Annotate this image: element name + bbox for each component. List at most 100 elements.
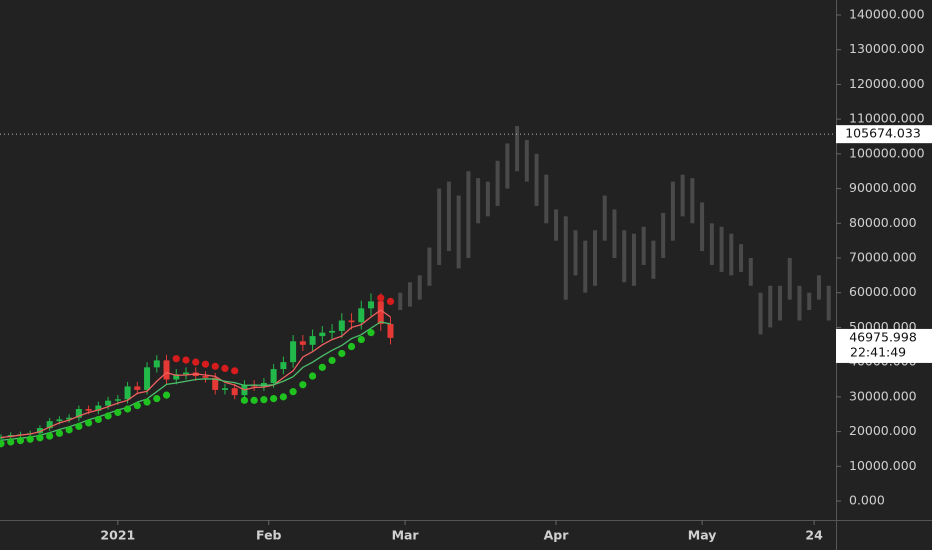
candle-body	[212, 377, 219, 390]
projection-bar	[563, 216, 568, 300]
sar-dot	[46, 432, 54, 440]
y-tick-label: 20000.000	[849, 423, 917, 438]
price-line-label: 105674.033	[845, 126, 921, 141]
sar-dot	[240, 396, 249, 404]
projection-bar	[680, 174, 685, 217]
projection-bar	[505, 143, 510, 189]
candle-body	[231, 388, 238, 396]
last-price-box	[836, 328, 932, 363]
candle-body	[221, 388, 228, 390]
sar-dot	[318, 363, 326, 371]
projection-bar	[661, 212, 666, 259]
projection-bar	[485, 181, 490, 217]
x-tick-label: Apr	[544, 528, 570, 543]
countdown-label: 22:41:49	[850, 344, 906, 359]
projection-bar	[816, 275, 821, 300]
candle-body	[260, 382, 267, 387]
candle-body	[358, 308, 365, 323]
candle-body	[270, 369, 277, 383]
sar-dot	[0, 440, 5, 448]
projection-bar	[778, 285, 783, 321]
candle-body	[144, 367, 151, 390]
candle-body	[182, 372, 189, 375]
y-tick-label: 130000.000	[849, 41, 925, 56]
sar-dot	[123, 405, 132, 413]
sar-dot	[26, 435, 34, 443]
projection-bar	[583, 240, 588, 293]
y-tick-label: 90000.000	[849, 180, 917, 195]
sar-dot	[377, 294, 385, 302]
sar-dot	[221, 364, 229, 372]
sar-dot	[328, 356, 336, 365]
candle-body	[56, 419, 63, 422]
y-tick-label: 10000.000	[849, 458, 917, 473]
projection-bar	[466, 171, 471, 259]
sar-dot	[104, 412, 112, 420]
sar-dot	[250, 396, 258, 404]
sar-dot	[172, 355, 180, 363]
candle-body	[105, 400, 112, 406]
candle-body	[46, 421, 53, 429]
sar-dot	[16, 437, 25, 445]
candle-body	[387, 323, 394, 338]
sar-dot	[85, 419, 93, 427]
sar-dot	[289, 388, 297, 396]
projection-bar	[690, 178, 695, 224]
y-tick-label: 140000.000	[849, 6, 925, 21]
projection-bar	[417, 275, 422, 300]
x-tick-label: Feb	[256, 528, 282, 543]
projection-bar	[700, 202, 705, 252]
projection-bar	[524, 139, 529, 182]
candle-body	[153, 360, 160, 368]
projection-bar	[631, 233, 636, 286]
y-tick-label: 80000.000	[849, 215, 917, 230]
candle-body	[377, 301, 384, 324]
projection-bar	[544, 174, 549, 224]
candle-body	[85, 409, 92, 411]
projection-bar	[573, 230, 578, 276]
sar-dot	[114, 408, 122, 417]
y-tick-label: 120000.000	[849, 76, 925, 91]
projection-bar	[729, 233, 734, 276]
candle-body	[36, 428, 43, 434]
projection-bar	[641, 226, 646, 265]
last-price-label: 46975.998	[849, 329, 917, 344]
projection-bar	[398, 292, 403, 311]
sar-dot	[75, 422, 83, 430]
x-tick-label: 2021	[100, 528, 135, 543]
candle-body	[124, 386, 131, 400]
projection-bar	[407, 282, 412, 307]
projection-bar	[437, 188, 442, 265]
projection-bar	[807, 292, 812, 311]
projection-bar	[554, 209, 559, 241]
sar-dot	[94, 415, 102, 424]
price-line-box	[836, 125, 932, 144]
y-tick-label: 70000.000	[849, 250, 917, 265]
sar-dot	[65, 426, 73, 434]
candle-body	[309, 336, 316, 345]
sar-dot	[279, 393, 287, 401]
sar-dot	[143, 398, 151, 406]
candle-body	[163, 360, 170, 380]
sar-dot	[55, 429, 64, 437]
sar-dot	[386, 297, 395, 305]
indicator-line	[0, 321, 391, 441]
projection-bar	[515, 126, 520, 172]
sar-dot	[270, 395, 278, 403]
projection-bar	[787, 258, 792, 300]
projection-bar	[592, 230, 597, 286]
y-tick-label: 60000.000	[849, 284, 917, 299]
sar-dot	[192, 358, 200, 366]
candle-body	[290, 341, 297, 363]
projection-bar	[495, 160, 500, 206]
candle-body	[134, 386, 141, 390]
candle-body	[338, 320, 345, 331]
sar-dot	[347, 342, 356, 351]
projection-bar	[758, 292, 763, 335]
projection-bar	[446, 181, 451, 252]
sar-dot	[357, 335, 365, 344]
projection-bar	[456, 195, 461, 269]
indicator-line	[0, 309, 391, 439]
